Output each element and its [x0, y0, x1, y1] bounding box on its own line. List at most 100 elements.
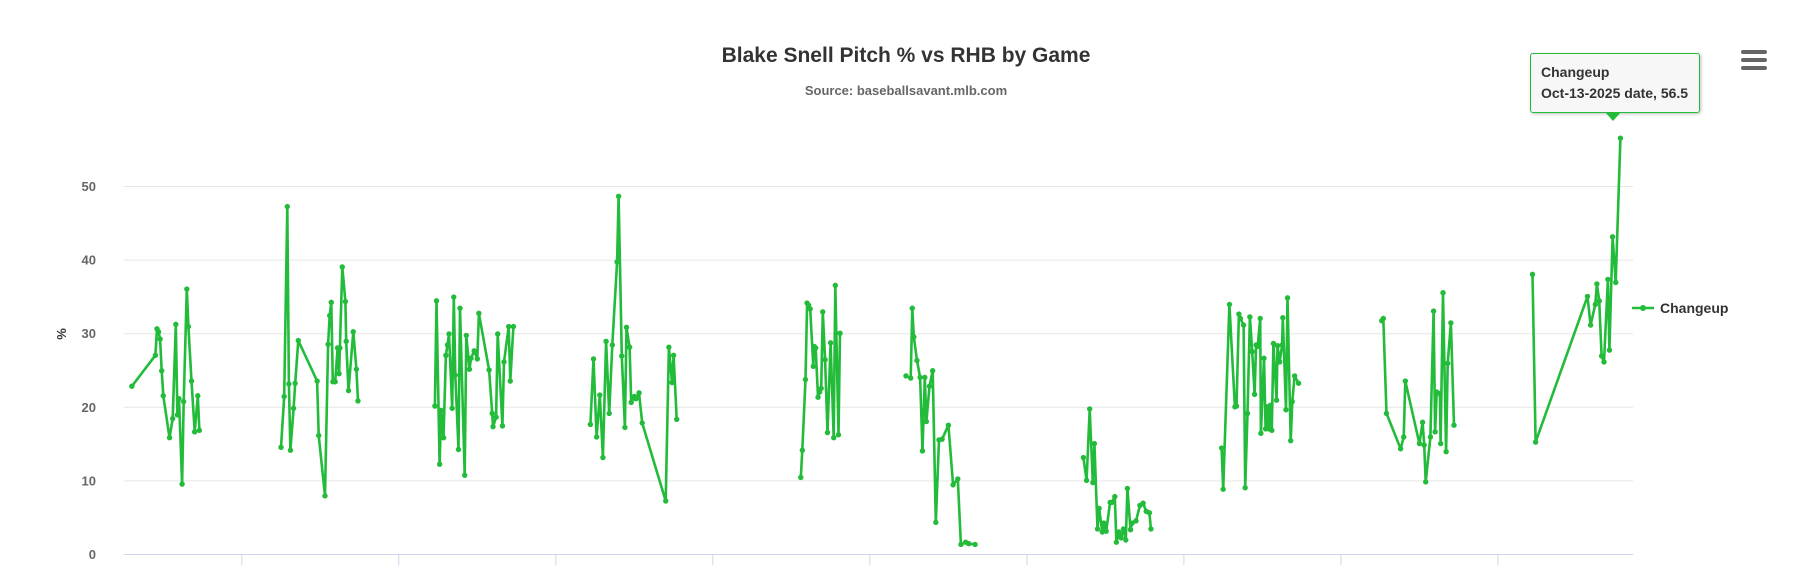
data-point[interactable] — [1247, 314, 1253, 320]
data-point[interactable] — [332, 379, 338, 385]
data-point[interactable] — [1584, 293, 1591, 300]
data-point[interactable] — [1419, 419, 1426, 425]
data-point[interactable] — [1279, 342, 1285, 348]
data-point[interactable] — [966, 540, 972, 547]
data-point[interactable] — [670, 352, 677, 358]
data-point[interactable] — [1380, 315, 1387, 322]
data-point[interactable] — [292, 380, 298, 386]
data-point[interactable] — [1601, 359, 1607, 365]
data-point[interactable] — [160, 393, 166, 399]
data-point[interactable] — [495, 331, 501, 337]
data-point[interactable] — [1123, 537, 1129, 543]
data-point[interactable] — [923, 418, 930, 425]
data-point[interactable] — [176, 396, 182, 402]
data-point[interactable] — [1113, 539, 1120, 545]
data-point[interactable] — [287, 447, 294, 453]
data-point[interactable] — [328, 299, 334, 305]
data-point[interactable] — [1280, 315, 1286, 321]
data-point[interactable] — [1594, 281, 1600, 287]
data-point[interactable] — [1120, 526, 1127, 532]
data-point[interactable] — [1237, 315, 1244, 322]
data-point[interactable] — [1427, 434, 1434, 440]
data-point[interactable] — [314, 378, 320, 384]
data-point[interactable] — [185, 323, 192, 330]
data-point[interactable] — [1276, 359, 1283, 365]
data-point[interactable] — [507, 378, 513, 384]
data-point[interactable] — [440, 435, 447, 441]
data-point[interactable] — [926, 383, 933, 389]
data-point[interactable] — [1430, 308, 1437, 314]
data-point[interactable] — [1236, 311, 1242, 317]
data-point[interactable] — [614, 259, 620, 265]
data-point[interactable] — [489, 410, 495, 417]
data-point[interactable] — [355, 398, 361, 404]
data-point[interactable] — [1445, 360, 1451, 367]
data-point[interactable] — [1587, 322, 1594, 328]
data-point[interactable] — [510, 323, 517, 330]
data-point[interactable] — [914, 357, 920, 364]
data-point[interactable] — [606, 410, 612, 417]
data-point[interactable] — [345, 387, 352, 394]
data-point[interactable] — [1255, 343, 1261, 350]
data-point[interactable] — [1220, 486, 1226, 492]
data-point[interactable] — [1148, 526, 1154, 532]
data-point[interactable] — [1118, 535, 1124, 541]
data-point[interactable] — [1249, 348, 1255, 355]
data-point[interactable] — [476, 310, 482, 317]
data-point[interactable] — [1103, 528, 1109, 534]
data-point[interactable] — [1091, 440, 1098, 447]
data-point[interactable] — [1609, 234, 1616, 240]
data-point[interactable] — [337, 345, 343, 351]
data-point[interactable] — [433, 298, 440, 304]
data-point[interactable] — [1284, 295, 1291, 301]
data-point[interactable] — [432, 403, 438, 409]
data-point[interactable] — [674, 416, 680, 423]
data-point[interactable] — [455, 446, 462, 453]
data-point[interactable] — [603, 338, 609, 344]
data-point[interactable] — [822, 356, 828, 363]
data-point[interactable] — [1289, 398, 1295, 405]
data-point[interactable] — [1529, 271, 1536, 278]
data-point[interactable] — [1432, 429, 1438, 435]
data-point[interactable] — [919, 448, 926, 454]
data-point[interactable] — [506, 323, 512, 330]
data-point[interactable] — [922, 374, 928, 381]
data-point[interactable] — [1267, 402, 1273, 409]
data-point[interactable] — [499, 423, 506, 429]
data-point[interactable] — [1146, 510, 1153, 516]
data-point[interactable] — [446, 331, 452, 337]
data-point[interactable] — [1592, 301, 1599, 308]
data-point[interactable] — [1083, 477, 1090, 484]
data-point[interactable] — [1261, 355, 1267, 361]
data-point[interactable] — [1240, 322, 1247, 328]
data-point[interactable] — [1101, 520, 1107, 526]
data-point[interactable] — [452, 372, 459, 378]
data-point[interactable] — [474, 356, 481, 362]
data-point[interactable] — [945, 422, 952, 428]
data-point[interactable] — [129, 383, 135, 389]
data-point[interactable] — [1397, 446, 1404, 452]
data-point[interactable] — [284, 203, 291, 210]
data-point[interactable] — [622, 424, 628, 431]
data-point[interactable] — [1287, 437, 1294, 444]
data-point[interactable] — [1532, 439, 1539, 445]
data-point[interactable] — [180, 398, 187, 405]
data-point[interactable] — [188, 378, 195, 384]
data-point[interactable] — [1257, 315, 1263, 322]
data-point[interactable] — [810, 363, 817, 370]
data-point[interactable] — [451, 294, 457, 300]
data-point[interactable] — [1124, 485, 1131, 492]
data-point[interactable] — [295, 337, 301, 344]
data-point[interactable] — [609, 342, 616, 348]
data-point[interactable] — [1295, 380, 1302, 386]
data-point[interactable] — [490, 423, 496, 430]
data-point[interactable] — [1437, 440, 1444, 447]
data-point[interactable] — [501, 359, 507, 365]
data-point[interactable] — [342, 298, 349, 305]
data-point[interactable] — [1133, 518, 1139, 524]
data-point[interactable] — [1443, 448, 1449, 455]
data-point[interactable] — [958, 541, 964, 548]
data-point[interactable] — [669, 379, 675, 386]
data-point[interactable] — [824, 429, 831, 436]
data-point[interactable] — [1251, 391, 1258, 397]
